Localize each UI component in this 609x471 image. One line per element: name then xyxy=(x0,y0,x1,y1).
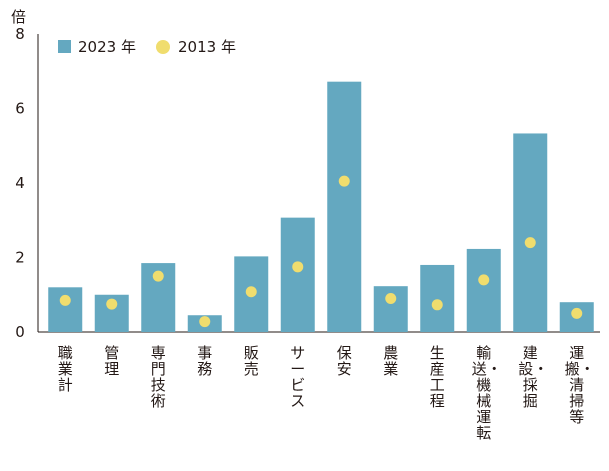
x-category-label: 専門技術 xyxy=(150,344,166,410)
x-category-label: 管理 xyxy=(104,344,120,378)
y-tick-label: 6 xyxy=(15,100,25,118)
x-category-label: 輸送・機械運転 xyxy=(471,344,502,442)
x-category-label: 建設・採掘 xyxy=(518,344,549,410)
bar xyxy=(280,217,315,332)
data-point xyxy=(524,237,536,249)
data-point xyxy=(478,274,490,286)
legend-swatch-point xyxy=(156,40,170,54)
data-point xyxy=(571,307,583,319)
bar xyxy=(327,81,362,333)
data-point xyxy=(199,316,211,328)
y-tick-label: 0 xyxy=(15,323,25,341)
x-category-label: 生産工程 xyxy=(429,344,445,410)
x-category-label: 職業計 xyxy=(57,344,73,394)
data-point xyxy=(292,261,304,273)
x-category-label: 販売 xyxy=(243,344,259,378)
y-axis-unit-label: 倍 xyxy=(11,8,26,26)
data-point xyxy=(245,286,257,298)
x-category-label: 保安 xyxy=(336,344,352,378)
legend-swatch-bar xyxy=(58,40,71,53)
data-point xyxy=(431,299,443,311)
legend-label-bar: 2023 年 xyxy=(78,38,136,56)
data-point xyxy=(106,298,118,310)
y-tick-label: 4 xyxy=(15,174,25,192)
legend: 2023 年 2013 年 xyxy=(58,38,236,56)
x-category-label: 事務 xyxy=(197,344,213,378)
data-point xyxy=(59,294,71,306)
data-point xyxy=(338,175,350,187)
point-series xyxy=(59,175,583,328)
bar xyxy=(48,287,83,332)
y-tick-label: 8 xyxy=(15,25,25,43)
bar xyxy=(466,248,501,332)
bar-series xyxy=(48,81,594,333)
x-category-label: サービス xyxy=(290,344,306,410)
data-point xyxy=(152,270,164,282)
y-axis-ticks: 0 2 4 6 8 xyxy=(15,25,25,341)
bar xyxy=(420,264,455,332)
y-tick-label: 2 xyxy=(15,249,25,267)
x-category-label: 農業 xyxy=(383,344,399,378)
legend-label-point: 2013 年 xyxy=(178,38,236,56)
x-category-label: 運搬・清掃等 xyxy=(564,344,595,426)
data-point xyxy=(385,292,397,304)
bar xyxy=(513,133,548,332)
